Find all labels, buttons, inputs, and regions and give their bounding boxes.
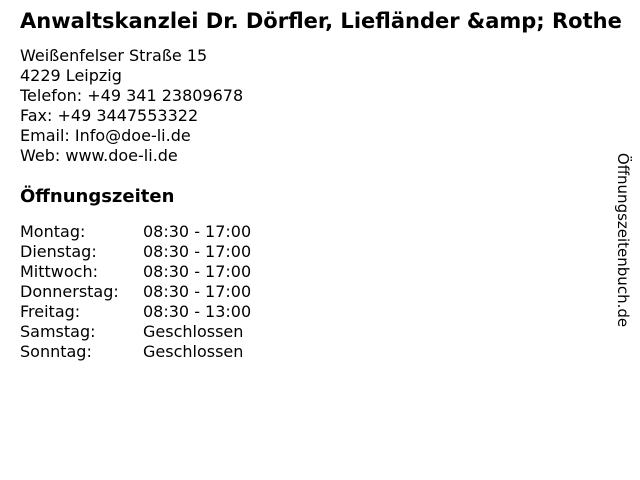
- web-line: Web: www.doe-li.de: [20, 146, 178, 165]
- hours-row: Montag: 08:30 - 17:00: [20, 222, 251, 242]
- hours-value: 08:30 - 17:00: [143, 282, 252, 301]
- hours-row: Donnerstag: 08:30 - 17:00: [20, 282, 251, 302]
- hours-value: 08:30 - 17:00: [143, 222, 252, 241]
- city-address: 4229 Leipzig: [20, 66, 122, 85]
- hours-value: 08:30 - 17:00: [143, 242, 252, 261]
- hours-row: Mittwoch: 08:30 - 17:00: [20, 262, 251, 282]
- business-listing-page: Anwaltskanzlei Dr. Dörfler, Liefländer &…: [20, 9, 640, 362]
- day-label: Dienstag:: [20, 242, 97, 261]
- hours-value: Geschlossen: [143, 342, 244, 361]
- hours-row: Sonntag: Geschlossen: [20, 342, 251, 362]
- day-label: Samstag:: [20, 322, 96, 341]
- day-label: Montag:: [20, 222, 86, 241]
- hours-value: 08:30 - 17:00: [143, 262, 252, 281]
- page-title: Anwaltskanzlei Dr. Dörfler, Liefländer &…: [20, 9, 622, 33]
- hours-value: 08:30 - 13:00: [143, 302, 252, 321]
- hours-row: Freitag: 08:30 - 13:00: [20, 302, 251, 322]
- day-label: Mittwoch:: [20, 262, 98, 281]
- hours-row: Dienstag: 08:30 - 17:00: [20, 242, 251, 262]
- email-line: Email: Info@doe-li.de: [20, 126, 191, 145]
- day-label: Donnerstag:: [20, 282, 119, 301]
- opening-hours-heading: Öffnungszeiten: [20, 186, 175, 207]
- contact-block: Weißenfelser Straße 15 4229 Leipzig Tele…: [20, 46, 640, 166]
- day-label: Freitag:: [20, 302, 81, 321]
- opening-hours-table: Montag: 08:30 - 17:00 Dienstag: 08:30 - …: [20, 222, 251, 362]
- street-address: Weißenfelser Straße 15: [20, 46, 208, 65]
- hours-value: Geschlossen: [143, 322, 244, 341]
- fax-line: Fax: +49 3447553322: [20, 106, 199, 125]
- site-watermark: Öffnungszeitenbuch.de: [614, 152, 632, 328]
- phone-line: Telefon: +49 341 23809678: [20, 86, 244, 105]
- hours-row: Samstag: Geschlossen: [20, 322, 251, 342]
- day-label: Sonntag:: [20, 342, 92, 361]
